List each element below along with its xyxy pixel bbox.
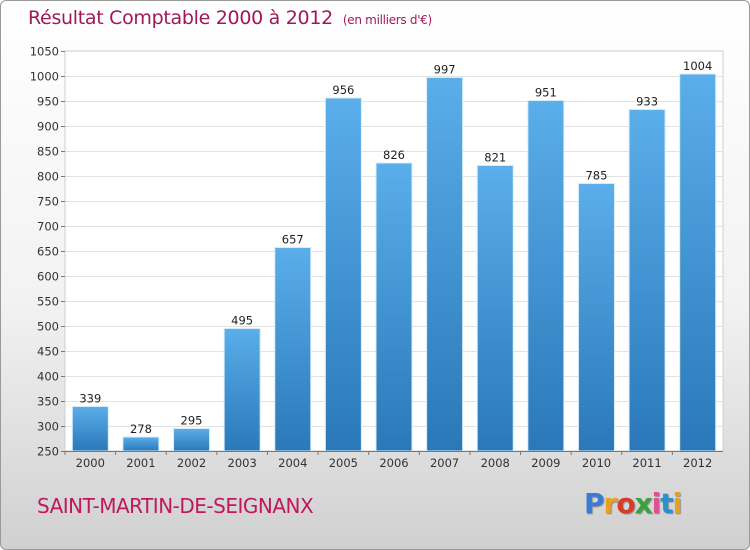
logo-letter: t [660, 487, 673, 520]
y-tick-label: 700 [37, 220, 59, 234]
bar [476, 165, 514, 452]
commune-name: SAINT-MARTIN-DE-SEIGNANX [37, 494, 314, 518]
y-axis-ticks: 250 300 350 400 450 500 550 600 650 700 750 800 850 9… [30, 45, 65, 459]
y-tick-label: 450 [37, 345, 59, 359]
y-tick-label: 600 [37, 270, 59, 284]
data-label: 657 [282, 233, 304, 247]
bar [426, 77, 464, 452]
data-label: 278 [130, 422, 152, 436]
bars [71, 73, 717, 452]
x-tick-label: 2012 [683, 456, 712, 470]
x-tick-label: 2002 [177, 456, 206, 470]
y-tick-label: 800 [37, 170, 59, 184]
chart-title-text: Résultat Comptable 2000 à 2012 [28, 7, 333, 29]
bar [173, 428, 211, 452]
data-label: 339 [79, 392, 101, 406]
data-label: 1004 [683, 59, 712, 73]
bar [274, 247, 312, 452]
y-tick-label: 750 [37, 195, 59, 209]
bar [71, 406, 109, 452]
y-tick-label: 250 [37, 445, 59, 459]
x-tick-label: 2011 [632, 456, 661, 470]
data-label: 495 [231, 314, 253, 328]
x-tick-label: 2007 [430, 456, 459, 470]
x-tick-label: 2000 [76, 456, 105, 470]
bar [679, 73, 717, 452]
bar [375, 162, 413, 452]
data-label: 295 [181, 414, 203, 428]
data-label: 933 [636, 95, 658, 109]
logo-letter: o [616, 487, 635, 520]
data-label: 785 [585, 169, 607, 183]
logo-letter: i [651, 487, 662, 520]
y-tick-label: 1000 [30, 70, 59, 84]
y-tick-label: 900 [37, 120, 59, 134]
x-axis-ticks: 2000 2001 2002 2003 2004 2005 2006 2007 2008 2009… [64, 451, 723, 470]
logo-letter: x [634, 487, 653, 520]
bar [628, 109, 666, 452]
bar [223, 328, 261, 452]
x-tick-label: 2009 [531, 456, 560, 470]
data-label: 997 [434, 63, 456, 77]
y-tick-label: 650 [37, 245, 59, 259]
data-label: 826 [383, 148, 405, 162]
bar [122, 436, 160, 452]
x-tick-label: 2010 [582, 456, 611, 470]
y-tick-label: 400 [37, 370, 59, 384]
y-tick-label: 950 [37, 95, 59, 109]
chart-title: Résultat Comptable 2000 à 2012 (en millie… [28, 7, 432, 29]
x-tick-label: 2006 [379, 456, 408, 470]
y-tick-label: 500 [37, 320, 59, 334]
proxiti-logo[interactable]: Proxiti [584, 487, 683, 520]
logo-letter: i [672, 487, 683, 520]
data-label: 821 [484, 151, 506, 165]
bar [577, 183, 615, 452]
data-label: 956 [332, 83, 354, 97]
y-tick-label: 850 [37, 145, 59, 159]
y-tick-label: 550 [37, 295, 59, 309]
bar [324, 97, 362, 452]
x-tick-label: 2003 [228, 456, 257, 470]
x-tick-label: 2005 [329, 456, 358, 470]
chart-unit: (en milliers d'€) [342, 13, 432, 27]
x-tick-label: 2004 [278, 456, 307, 470]
x-tick-label: 2008 [481, 456, 510, 470]
x-tick-label: 2001 [126, 456, 155, 470]
logo-letter: P [584, 487, 605, 520]
bar [527, 100, 565, 452]
data-labels: 339 278 295 495 657 956 826 997 821 951 785 933 1004 [79, 59, 712, 436]
y-tick-label: 350 [37, 395, 59, 409]
logo-letter: r [603, 487, 618, 520]
y-tick-label: 1050 [30, 45, 59, 59]
y-tick-label: 300 [37, 420, 59, 434]
data-label: 951 [535, 86, 557, 100]
